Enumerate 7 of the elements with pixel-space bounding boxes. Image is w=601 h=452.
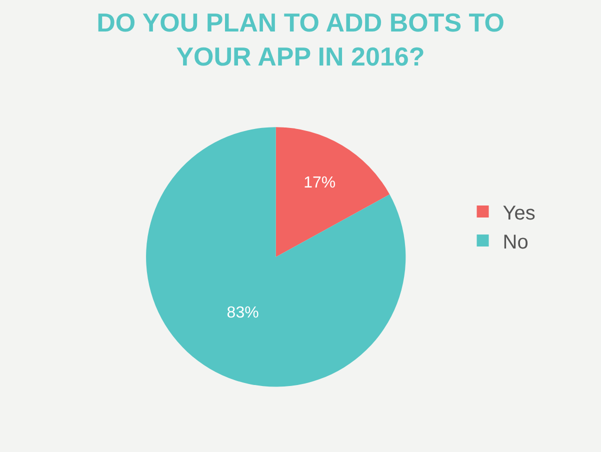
data-label: 17% xyxy=(304,174,336,192)
legend-label: No xyxy=(502,231,528,254)
pie-slice xyxy=(276,127,390,257)
chart-title: DO YOU PLAN TO ADD BOTS TO YOUR APP IN 2016? xyxy=(96,8,504,72)
data-label: 83% xyxy=(226,304,259,322)
pie-slice xyxy=(146,127,406,387)
legend-label: Yes xyxy=(502,202,536,224)
